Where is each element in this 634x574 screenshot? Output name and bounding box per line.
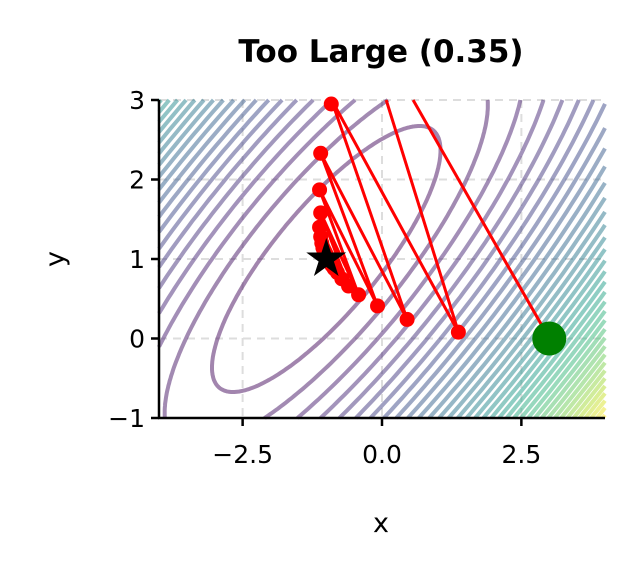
path-point: [313, 205, 329, 221]
contour-line: [559, 361, 607, 420]
contour-line: [505, 290, 607, 420]
contour-lines: [157, 98, 607, 420]
y-tick-label: 0: [129, 325, 145, 354]
chart-title: Too Large (0.35): [238, 34, 523, 70]
y-tick-label: 2: [129, 166, 145, 195]
contour-line: [157, 98, 607, 420]
path-point: [450, 324, 466, 340]
y-tick-label: −1: [108, 404, 145, 433]
contour-line: [546, 345, 607, 420]
contour-line: [157, 98, 607, 420]
contour-line: [157, 98, 565, 420]
path-point: [312, 182, 328, 198]
contour-line: [157, 98, 581, 420]
contour-line: [526, 319, 607, 420]
ticks: −2.5 0.0 2.5 −1 0 1 2 3: [108, 86, 541, 469]
contour-line: [565, 369, 607, 420]
x-tick-label: 0.0: [362, 440, 402, 469]
path-point: [370, 298, 386, 314]
path-point: [323, 96, 339, 112]
path-point: [313, 145, 329, 161]
contour-line: [157, 98, 607, 420]
contour-line: [157, 98, 607, 420]
y-axis-label: y: [40, 251, 71, 267]
y-tick-label: 1: [129, 245, 145, 274]
contour-line: [595, 406, 607, 420]
optimum-star-icon: [306, 238, 347, 276]
contour-line: [583, 392, 607, 420]
start-point: [532, 321, 567, 356]
contour-line: [157, 98, 607, 420]
x-axis-label: x: [373, 508, 389, 539]
contour-line: [571, 377, 607, 420]
contour-line: [577, 384, 607, 420]
descent-path: [306, 96, 567, 356]
contour-line: [157, 98, 596, 420]
x-tick-label: 2.5: [501, 440, 541, 469]
contour-line: [157, 98, 607, 420]
contour-line: [540, 336, 607, 420]
x-tick-label: −2.5: [212, 440, 273, 469]
contour-line: [553, 353, 607, 420]
contour-line: [512, 300, 607, 420]
contour-line: [519, 309, 607, 420]
y-tick-label: 3: [129, 86, 145, 115]
path-point: [399, 311, 415, 327]
contour-line: [210, 124, 443, 394]
path-point: [351, 287, 367, 303]
contour-line: [157, 98, 523, 420]
contour-line: [533, 327, 607, 420]
